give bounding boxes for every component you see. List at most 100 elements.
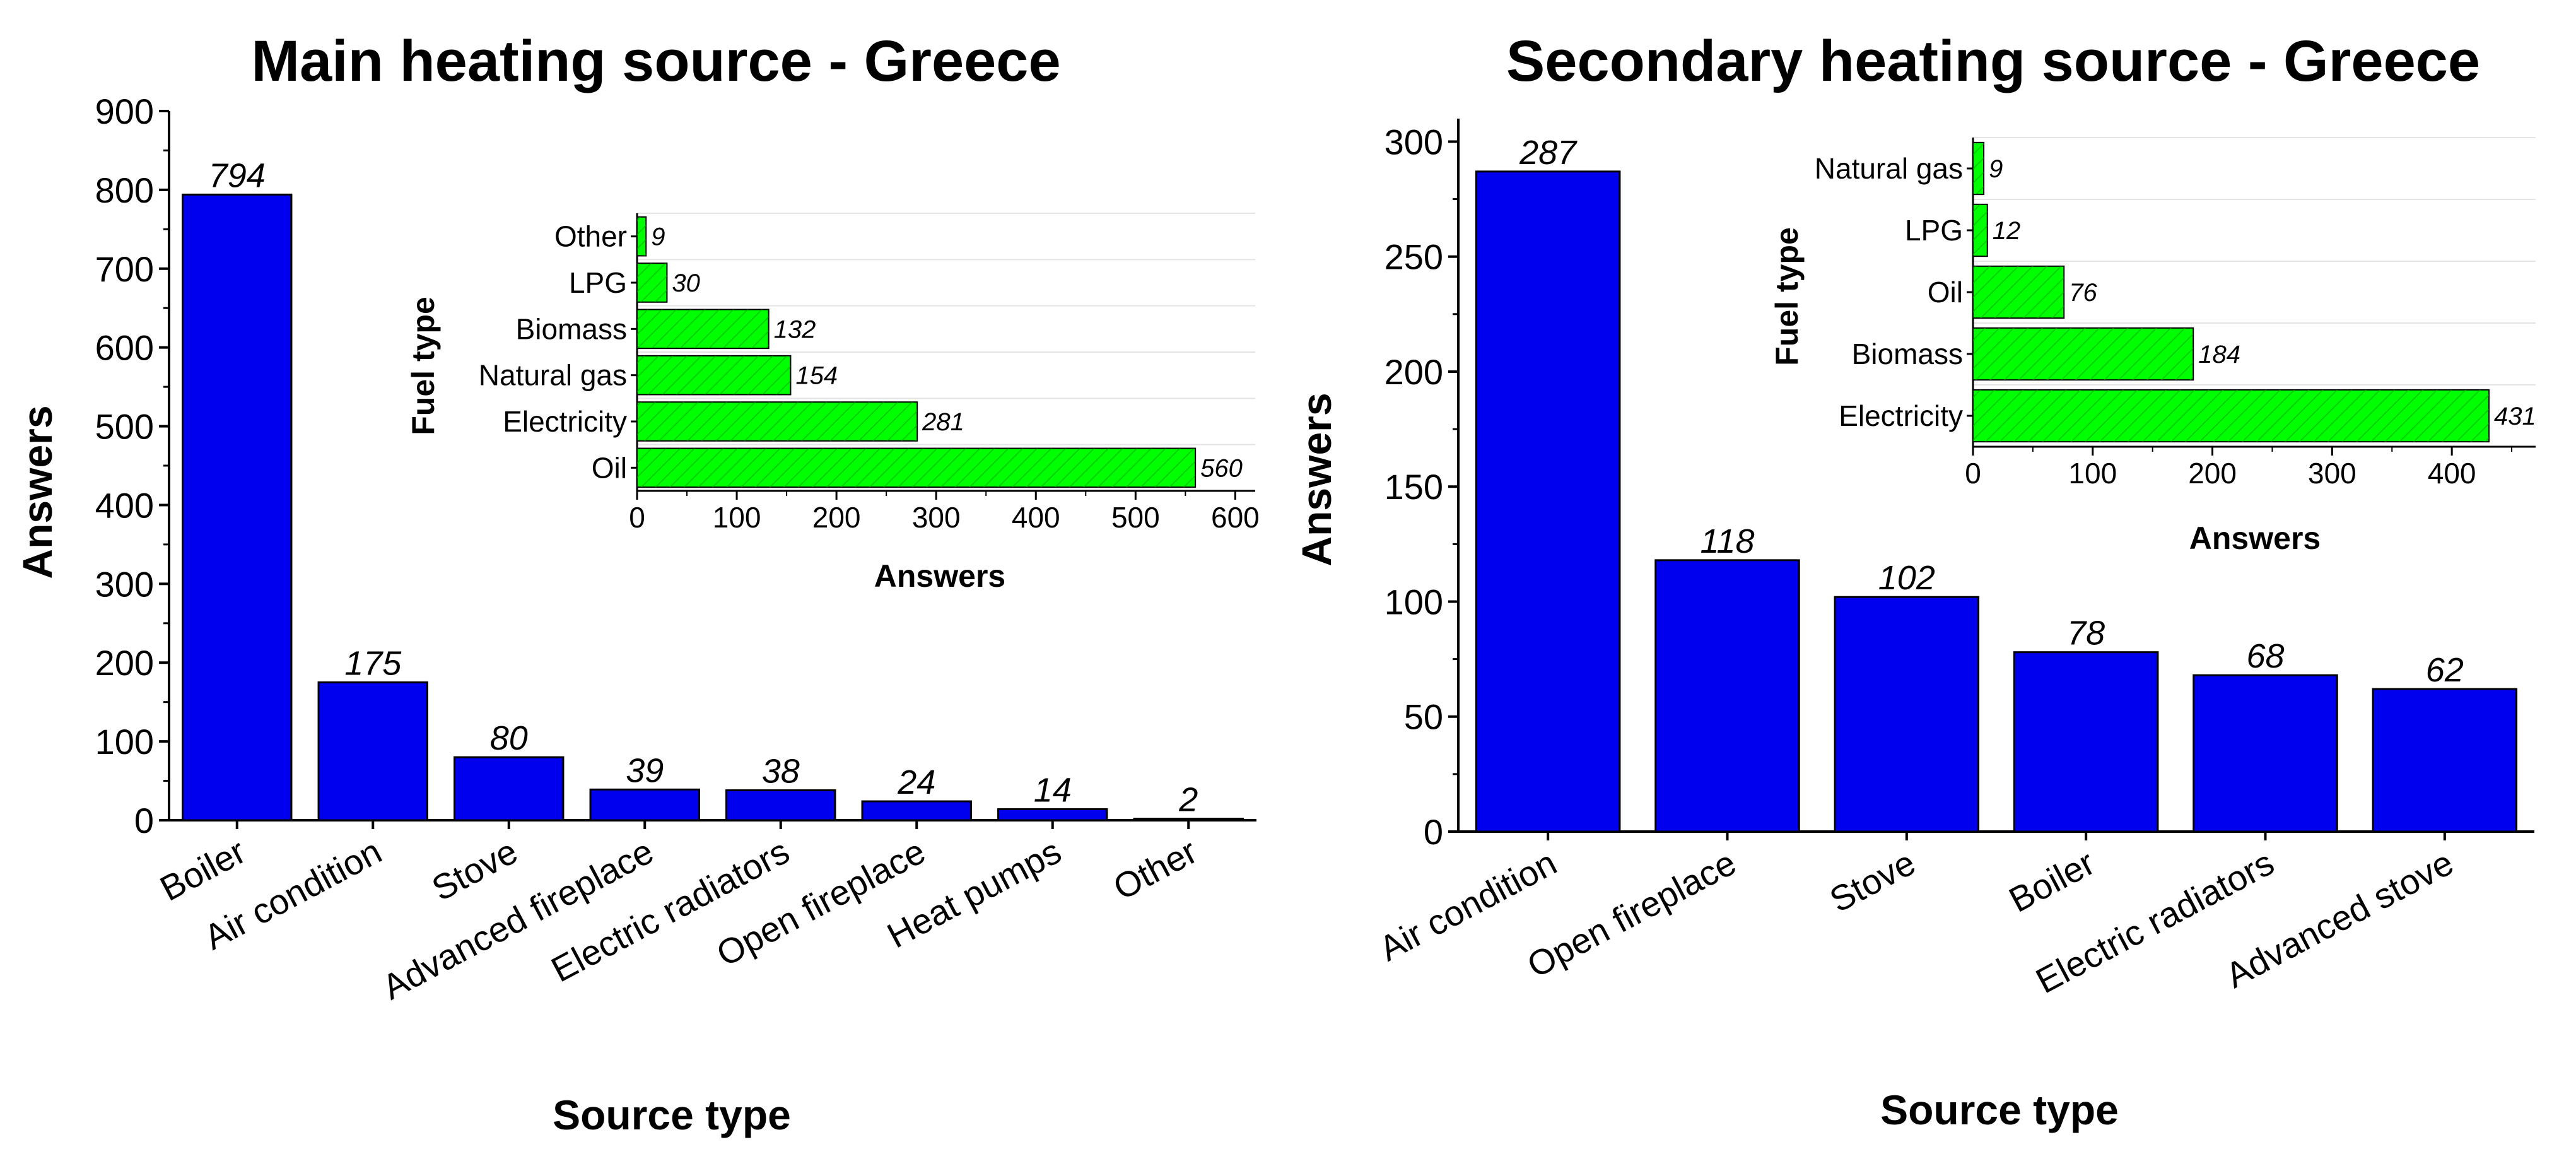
secondary-category-label-boiler: Boiler — [2003, 842, 2101, 920]
main-inset-x-tick-label: 600 — [1211, 501, 1260, 534]
secondary-value-label-boiler: 78 — [2067, 615, 2105, 652]
secondary-inset-x-tick-label: 200 — [2188, 457, 2237, 490]
secondary-chart-ylabel: Answers — [1293, 392, 1340, 566]
secondary-bar-electric-radiators — [2193, 674, 2338, 833]
secondary-inset-bar-hatch-electricity — [1973, 389, 2489, 442]
secondary-inset-category-label-electricity: Electricity — [1839, 399, 1963, 432]
main-value-label-air-condition: 175 — [344, 644, 402, 682]
main-inset-x-tick-label: 100 — [713, 501, 761, 534]
secondary-y-tick-label: 250 — [1385, 237, 1443, 277]
secondary-y-tick-label: 50 — [1404, 697, 1443, 737]
main-inset-value-label-natural-gas: 154 — [795, 362, 838, 390]
main-inset-x-tick-label: 200 — [812, 501, 861, 534]
main-inset-xlabel: Answers — [874, 558, 1005, 594]
main-value-label-other: 2 — [1178, 781, 1198, 819]
secondary-inset-x-tick-label: 400 — [2428, 457, 2476, 490]
secondary-inset-ylabel: Fuel type — [1769, 227, 1805, 365]
main-inset-bar-hatch-lpg — [637, 263, 667, 302]
main-bar-stove — [454, 756, 565, 822]
main-category-label-electric-radiators: Electric radiators — [545, 831, 796, 989]
secondary-inset-value-label-lpg: 12 — [1993, 217, 2021, 245]
secondary-value-label-air-condition: 287 — [1519, 134, 1578, 172]
main-inset-x-tick-label: 300 — [912, 501, 961, 534]
secondary-inset-bar-hatch-biomass — [1973, 327, 2194, 380]
main-chart-ylabel: Answers — [14, 405, 61, 579]
secondary-inset-bar-hatch-oil — [1973, 266, 2064, 319]
main-inset-value-label-lpg: 30 — [672, 269, 700, 297]
main-value-label-boiler: 794 — [209, 156, 266, 194]
main-bar-other — [1133, 818, 1244, 822]
secondary-value-label-electric-radiators: 68 — [2246, 637, 2284, 675]
main-chart-xlabel: Source type — [553, 1092, 791, 1138]
secondary-inset-category-label-biomass: Biomass — [1852, 338, 1963, 370]
main-y-tick-label: 100 — [95, 722, 154, 762]
secondary-chart-title: Secondary heating source - Greece — [1506, 29, 2480, 93]
main-bar-boiler — [182, 193, 293, 822]
main-category-label-other: Other — [1107, 831, 1203, 907]
main-value-label-advanced-fireplace: 39 — [626, 751, 664, 789]
secondary-inset-bar-hatch-lpg — [1973, 204, 1988, 257]
secondary-y-tick-label: 100 — [1385, 582, 1443, 621]
main-inset-value-label-electricity: 281 — [922, 408, 964, 436]
main-category-label-boiler: Boiler — [153, 831, 252, 909]
main-chart: Main heating source - Greece Answers Sou… — [14, 29, 1260, 1138]
main-category-label-stove: Stove — [425, 831, 524, 909]
main-y-tick-label: 0 — [134, 801, 154, 840]
secondary-inset-value-label-natural-gas: 9 — [1989, 155, 2003, 183]
secondary-chart-xlabel: Source type — [1880, 1086, 2119, 1133]
main-value-label-open-fireplace: 24 — [897, 763, 935, 801]
secondary-inset-x-tick-label: 300 — [2308, 457, 2356, 490]
main-chart-title: Main heating source - Greece — [251, 29, 1060, 93]
main-y-tick-label: 400 — [95, 485, 154, 525]
main-inset-bar-hatch-electricity — [637, 402, 918, 441]
secondary-bar-air-condition — [1475, 170, 1621, 833]
main-inset-x-tick-label: 0 — [629, 501, 645, 534]
secondary-category-label-stove: Stove — [1823, 842, 1921, 920]
main-y-tick-label: 700 — [95, 249, 154, 289]
secondary-inset-x-tick-label: 0 — [1965, 457, 1981, 490]
secondary-inset-category-label-lpg: LPG — [1905, 214, 1963, 247]
secondary-bar-boiler — [2013, 651, 2159, 833]
secondary-y-tick-label: 0 — [1424, 812, 1443, 852]
main-inset-category-label-oil: Oil — [592, 451, 627, 484]
main-inset-ylabel: Fuel type — [406, 297, 441, 435]
main-y-tick-label: 900 — [95, 91, 154, 131]
secondary-inset-category-label-natural-gas: Natural gas — [1815, 152, 1963, 185]
main-inset-category-label-lpg: LPG — [569, 266, 627, 299]
main-inset-bar-hatch-biomass — [637, 309, 769, 349]
secondary-inset-bar-hatch-natural-gas — [1973, 142, 1984, 195]
main-inset-x-tick-label: 400 — [1012, 501, 1060, 534]
secondary-inset-x-tick-label: 100 — [2068, 457, 2117, 490]
secondary-inset-value-label-electricity: 431 — [2494, 403, 2536, 430]
secondary-value-label-advanced-stove: 62 — [2426, 651, 2464, 689]
secondary-inset-value-label-oil: 76 — [2069, 279, 2097, 307]
main-y-tick-label: 600 — [95, 328, 154, 368]
secondary-chart: Secondary heating source - Greece Answer… — [1293, 29, 2536, 1133]
secondary-bar-stove — [1834, 596, 1980, 833]
secondary-chart-inset: Fuel type Answers 0 100 200 300 400 9 Natural … — [1769, 137, 2536, 556]
secondary-y-tick-label: 300 — [1385, 122, 1443, 162]
secondary-inset-xlabel: Answers — [2189, 521, 2321, 556]
main-chart-plot-area: 0100200300400500600700800900794Boiler175… — [95, 91, 1256, 1007]
main-chart-inset: Fuel type Answers 0 100 200 300 400 500 600 9 Ot… — [406, 213, 1260, 594]
main-inset-bar-hatch-other — [637, 216, 647, 256]
main-value-label-heat-pumps: 14 — [1034, 772, 1072, 810]
main-bar-advanced-fireplace — [589, 788, 700, 822]
main-bar-air-condition — [317, 681, 428, 822]
secondary-value-label-open-fireplace: 118 — [1700, 522, 1754, 560]
main-value-label-stove: 80 — [490, 719, 528, 757]
main-inset-category-label-electricity: Electricity — [503, 405, 627, 438]
secondary-y-tick-label: 200 — [1385, 352, 1443, 392]
secondary-inset-value-label-biomass: 184 — [2198, 341, 2240, 368]
main-inset-bar-hatch-oil — [637, 448, 1196, 488]
main-inset-bar-hatch-natural-gas — [637, 355, 791, 395]
main-bar-electric-radiators — [725, 789, 836, 822]
secondary-bar-advanced-stove — [2372, 688, 2518, 833]
main-y-tick-label: 200 — [95, 643, 154, 683]
secondary-inset-plot-area: 0 100 200 300 400 9 Natural gas 12 LPG 76 Oil 184 Bi… — [1815, 137, 2536, 490]
secondary-value-label-stove: 102 — [1878, 559, 1935, 597]
main-bar-heat-pumps — [997, 808, 1108, 822]
main-inset-value-label-oil: 560 — [1200, 454, 1243, 482]
